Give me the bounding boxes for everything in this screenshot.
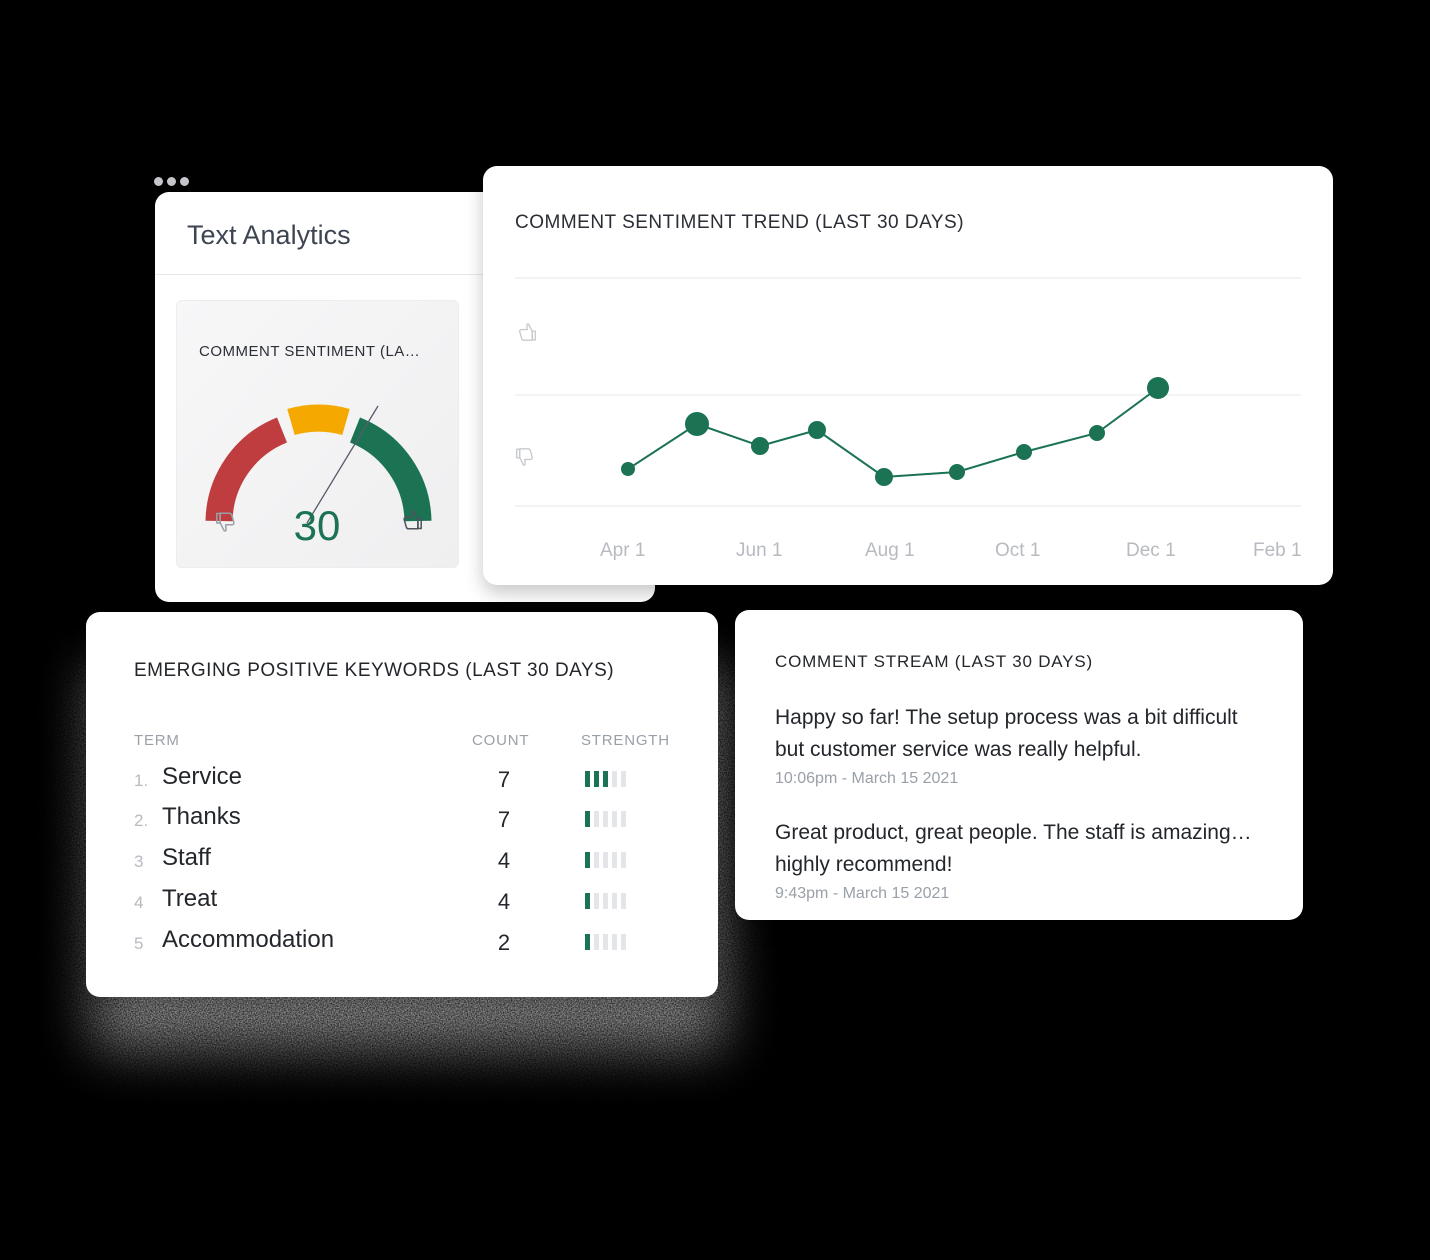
svg-text:30: 30 <box>294 502 341 543</box>
